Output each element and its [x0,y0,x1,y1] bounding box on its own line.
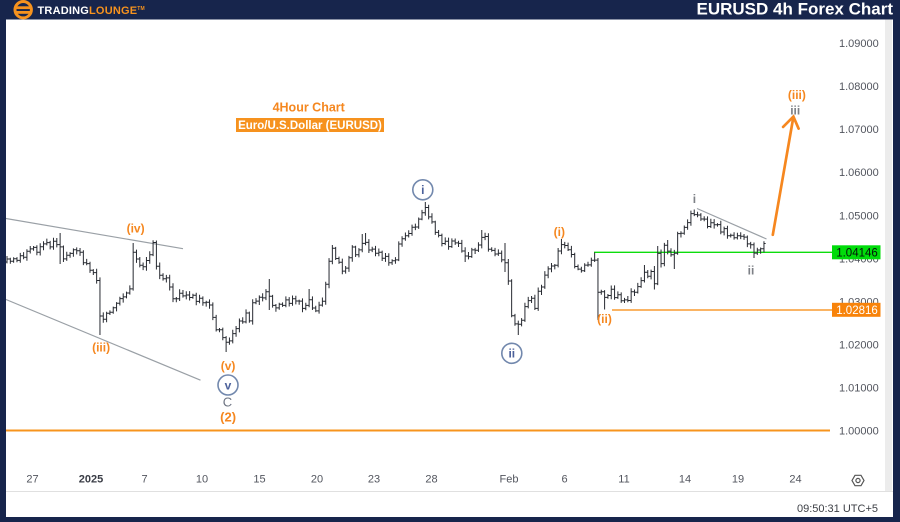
svg-text:1.02816: 1.02816 [836,305,878,317]
svg-text:(v): (v) [221,359,236,373]
svg-text:2025: 2025 [79,474,103,486]
svg-text:ii: ii [508,347,515,361]
svg-text:27: 27 [26,474,38,486]
svg-text:28: 28 [425,474,437,486]
svg-text:EURUSD 4h Forex Chart: EURUSD 4h Forex Chart [697,0,894,19]
svg-text:1.07000: 1.07000 [839,124,879,136]
svg-text:1.04146: 1.04146 [836,247,878,259]
svg-text:1.00000: 1.00000 [839,426,879,438]
svg-text:C: C [223,395,232,410]
svg-text:1.05000: 1.05000 [839,211,879,223]
svg-text:1.01000: 1.01000 [839,383,879,395]
svg-text:v: v [225,379,232,393]
svg-text:(iv): (iv) [127,221,145,235]
svg-text:1.06000: 1.06000 [839,167,879,179]
svg-text:11: 11 [618,474,629,486]
svg-text:4Hour Chart: 4Hour Chart [273,101,346,115]
svg-text:i: i [421,183,424,197]
svg-text:24: 24 [789,474,801,486]
svg-text:(iii): (iii) [92,341,110,355]
svg-text:TRADINGLOUNGETM: TRADINGLOUNGETM [38,5,145,17]
svg-text:Feb: Feb [500,474,519,486]
svg-text:14: 14 [679,474,691,486]
svg-text:15: 15 [253,474,265,486]
svg-text:iii: iii [790,103,800,117]
svg-text:7: 7 [141,474,147,486]
svg-text:1.09000: 1.09000 [839,38,879,50]
svg-text:1.08000: 1.08000 [839,81,879,93]
svg-text:(iii): (iii) [788,88,806,102]
svg-text:09:50:31 UTC+5: 09:50:31 UTC+5 [797,503,878,515]
svg-text:Euro/U.S.Dollar (EURUSD): Euro/U.S.Dollar (EURUSD) [238,120,382,132]
svg-text:(2): (2) [220,409,236,424]
svg-text:20: 20 [311,474,323,486]
svg-text:i: i [693,192,696,206]
svg-text:(i): (i) [554,225,565,239]
svg-text:1.02000: 1.02000 [839,340,879,352]
svg-text:19: 19 [732,474,744,486]
svg-text:(ii): (ii) [597,312,612,326]
svg-text:6: 6 [561,474,567,486]
svg-text:23: 23 [368,474,380,486]
svg-text:10: 10 [196,474,208,486]
svg-text:ii: ii [748,264,755,278]
